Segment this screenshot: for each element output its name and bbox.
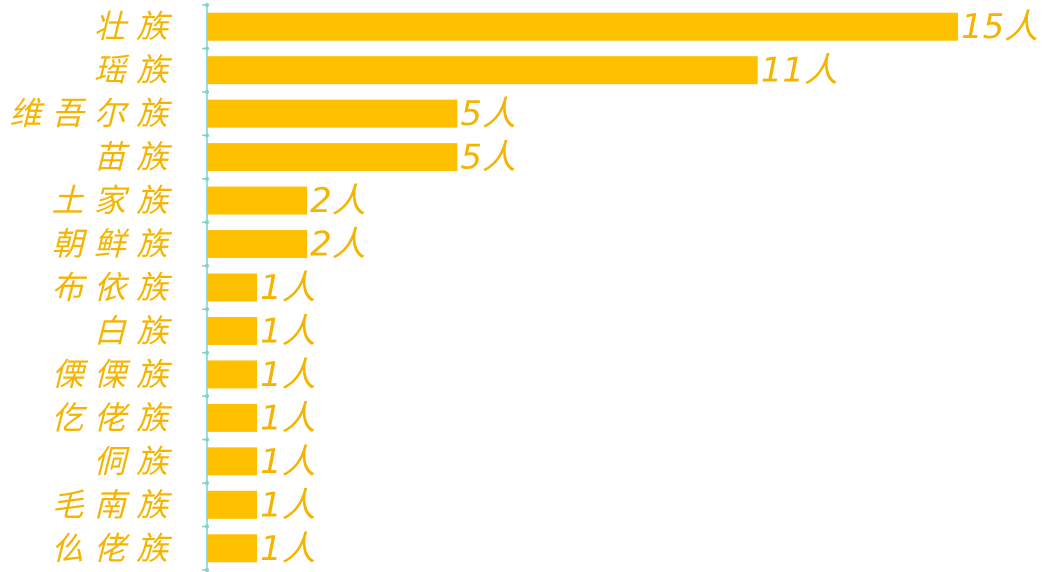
category-label: 维 吾 尔 族: [9, 95, 173, 133]
category-label: 仫 佬 族: [52, 529, 173, 567]
category-label: 苗 族: [94, 138, 173, 176]
value-label: 2人: [310, 181, 366, 221]
value-label: 1人: [260, 268, 316, 308]
axis-dot: [205, 3, 209, 7]
axis-dot: [205, 568, 209, 572]
bar: [207, 273, 258, 302]
value-label: 1人: [260, 529, 316, 569]
value-label: 5人: [460, 138, 516, 178]
category-label: 瑶 族: [94, 51, 173, 89]
axis-dot: [205, 176, 209, 181]
category-label: 白 族: [94, 312, 173, 350]
bar: [207, 99, 458, 128]
category-label: 傈 傈 族: [52, 355, 173, 393]
axis-dot: [205, 524, 209, 529]
bar: [207, 447, 258, 476]
value-label: 1人: [260, 355, 316, 395]
category-label: 仡 佬 族: [52, 399, 173, 437]
bar: [207, 186, 308, 215]
value-label: 1人: [260, 311, 316, 351]
bar: [207, 360, 258, 389]
axis-dot: [205, 437, 209, 442]
bar: [207, 316, 258, 345]
value-label: 1人: [260, 485, 316, 525]
axis-dot: [205, 263, 209, 268]
bar: [207, 403, 258, 432]
bar: [207, 230, 308, 259]
category-label: 布 依 族: [52, 269, 173, 307]
category-label: 壮 族: [94, 8, 173, 46]
axis-dot: [205, 394, 209, 399]
category-label: 毛 南 族: [52, 486, 173, 524]
value-label: 5人: [460, 94, 516, 134]
category-label: 土 家 族: [52, 182, 173, 220]
value-label: 1人: [260, 398, 316, 438]
axis-dot: [205, 307, 209, 312]
bar: [207, 490, 258, 519]
category-label: 侗 族: [94, 442, 173, 480]
axis-dot: [205, 133, 209, 138]
value-label: 2人: [310, 225, 366, 265]
category-label: 朝 鲜 族: [52, 225, 173, 263]
bar: [207, 143, 458, 172]
bar: [207, 12, 958, 41]
value-label: 1人: [260, 442, 316, 482]
axis-dot: [205, 350, 209, 355]
bar: [207, 534, 258, 563]
value-label: 15人: [961, 7, 1038, 47]
axis-dot: [205, 481, 209, 486]
axis-dot: [205, 89, 209, 94]
axis-dot: [205, 46, 209, 51]
axis-dot: [205, 220, 209, 225]
value-label: 11人: [761, 51, 838, 91]
bar: [207, 56, 758, 85]
